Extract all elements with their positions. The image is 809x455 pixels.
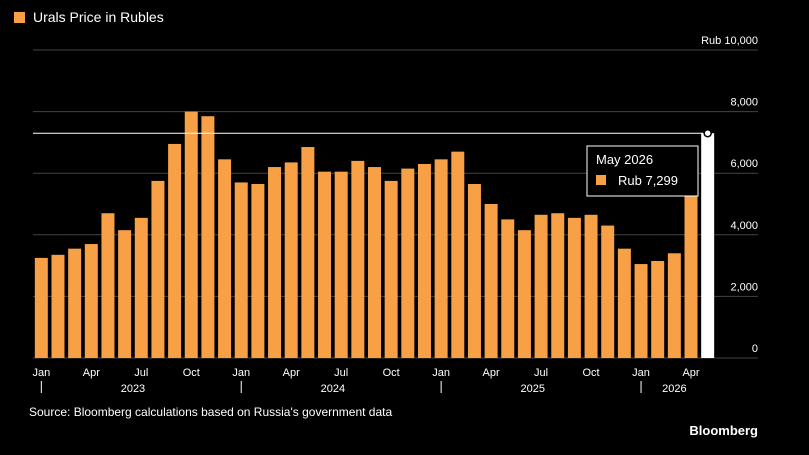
x-tick-label: Jan bbox=[432, 367, 450, 379]
year-label: 2025 bbox=[521, 383, 545, 395]
y-tick-label: 4,000 bbox=[730, 220, 758, 232]
bar bbox=[617, 248, 631, 358]
bar bbox=[667, 253, 681, 358]
x-tick-label: Jul bbox=[334, 367, 348, 379]
bar bbox=[551, 213, 565, 358]
tooltip-date: May 2026 bbox=[596, 152, 653, 167]
x-tick-label: Jan bbox=[232, 367, 250, 379]
x-tick-label: Apr bbox=[83, 367, 100, 379]
bar bbox=[601, 225, 615, 358]
bar bbox=[484, 204, 498, 358]
bar bbox=[318, 171, 332, 358]
bar bbox=[168, 143, 182, 358]
bar bbox=[584, 214, 598, 358]
tooltip: May 2026 Rub 7,299 bbox=[33, 128, 712, 197]
bar-chart: 0 2,000 4,000 6,000 8,000 Rub 10,000 Jan Apr Ju… bbox=[32, 35, 758, 395]
bar bbox=[334, 171, 348, 358]
bar bbox=[118, 230, 132, 358]
x-axis: Jan Apr Jul Oct Jan Apr Jul Oct Jan Apr Jul Oct Jan A… bbox=[32, 367, 699, 395]
tooltip-box bbox=[586, 145, 699, 197]
chart-legend: Urals Price in Rubles bbox=[14, 9, 164, 25]
x-tick-label: Oct bbox=[582, 367, 599, 379]
bar bbox=[201, 116, 215, 358]
year-label: 2026 bbox=[662, 383, 686, 395]
x-tick-label: Apr bbox=[682, 367, 699, 379]
bloomberg-logo: Bloomberg bbox=[689, 423, 758, 438]
bar-highlighted bbox=[701, 133, 715, 358]
x-tick-label: Oct bbox=[183, 367, 200, 379]
tooltip-value: Rub 7,299 bbox=[618, 173, 678, 188]
bar bbox=[51, 254, 65, 358]
legend-swatch bbox=[14, 11, 25, 23]
bar bbox=[501, 219, 515, 358]
bar bbox=[151, 180, 165, 358]
source-note: Source: Bloomberg calculations based on … bbox=[29, 405, 393, 419]
bar bbox=[401, 168, 415, 358]
bar bbox=[467, 183, 481, 358]
bar bbox=[517, 230, 531, 358]
bar bbox=[284, 162, 298, 358]
bar bbox=[651, 260, 665, 358]
bars bbox=[34, 111, 715, 358]
y-axis: 0 2,000 4,000 6,000 8,000 Rub 10,000 bbox=[701, 35, 758, 355]
year-label: 2023 bbox=[121, 383, 145, 395]
x-tick-label: Jul bbox=[534, 367, 548, 379]
bar bbox=[68, 248, 82, 358]
x-tick-label: Apr bbox=[483, 367, 500, 379]
bar bbox=[417, 163, 431, 358]
bar bbox=[301, 147, 315, 358]
y-tick-label: Rub 10,000 bbox=[701, 35, 758, 47]
y-tick-label: 0 bbox=[752, 343, 758, 355]
y-tick-label: 2,000 bbox=[730, 281, 758, 293]
bar bbox=[451, 151, 465, 358]
year-label: 2024 bbox=[321, 383, 345, 395]
legend-label: Urals Price in Rubles bbox=[33, 9, 164, 25]
bar bbox=[218, 159, 232, 358]
y-tick-label: 6,000 bbox=[730, 158, 758, 170]
bar bbox=[184, 111, 198, 358]
bar bbox=[84, 244, 98, 358]
bar bbox=[251, 183, 265, 358]
bar bbox=[368, 167, 381, 358]
bar bbox=[234, 182, 248, 358]
bar bbox=[101, 213, 115, 358]
bar bbox=[634, 264, 648, 358]
bar bbox=[534, 214, 548, 358]
bar bbox=[384, 180, 398, 358]
bar bbox=[134, 217, 148, 358]
bar bbox=[34, 257, 48, 358]
x-tick-label: Jul bbox=[134, 367, 148, 379]
bar bbox=[684, 194, 698, 358]
x-tick-label: Jan bbox=[632, 367, 650, 379]
tooltip-swatch bbox=[596, 175, 606, 185]
bar bbox=[567, 217, 581, 358]
x-tick-label: Oct bbox=[383, 367, 400, 379]
bar bbox=[351, 160, 365, 358]
x-tick-label: Apr bbox=[283, 367, 300, 379]
bar bbox=[434, 159, 448, 358]
y-tick-label: 8,000 bbox=[730, 97, 758, 109]
bar bbox=[268, 167, 282, 358]
x-tick-label: Jan bbox=[32, 367, 50, 379]
highlight-marker bbox=[703, 128, 712, 138]
